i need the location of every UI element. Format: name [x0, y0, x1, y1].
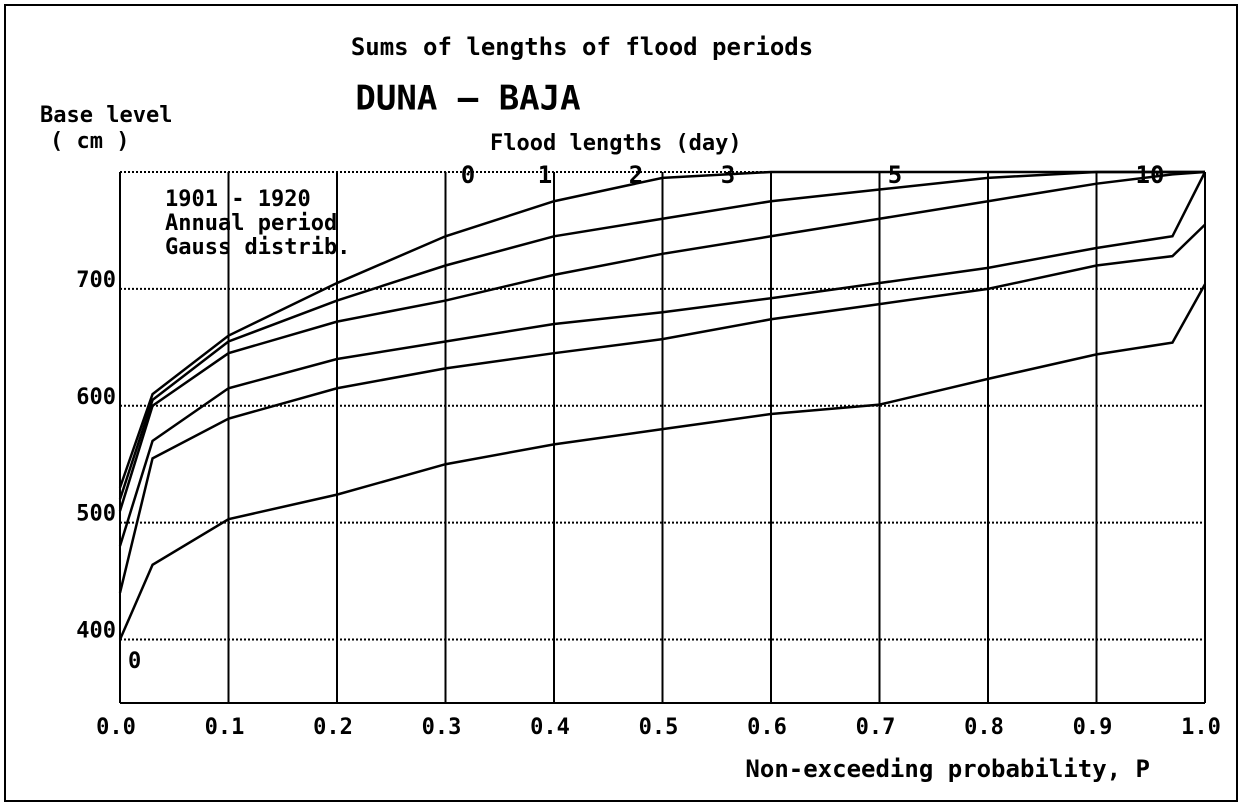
legend-label: 1: [538, 161, 552, 189]
chart-title: Sums of lengths of flood periods: [351, 33, 813, 61]
x-tick-label: 0.2: [313, 715, 353, 740]
y-axis-label: Base level: [40, 103, 172, 128]
legend-label: 5: [888, 161, 902, 189]
annotation: 0: [128, 649, 141, 674]
y-tick-label: 700: [76, 268, 116, 293]
annotation: 1901 - 1920: [165, 187, 311, 212]
x-tick-label: 0.3: [422, 715, 462, 740]
legend-title: Flood lengths (day): [490, 131, 742, 156]
x-tick-label: 0.5: [639, 715, 679, 740]
x-tick-label: 0.9: [1073, 715, 1113, 740]
series-line: [118, 170, 1205, 500]
x-tick-label: 0.0: [96, 715, 136, 740]
x-tick-label: 0.1: [205, 715, 245, 740]
series-line: [118, 170, 1206, 512]
legend-label: 2: [629, 161, 643, 189]
series-line: [118, 283, 1207, 641]
annotation: Gauss distrib.: [165, 235, 350, 260]
x-tick-label: 0.6: [747, 715, 787, 740]
x-tick-label: 0.8: [964, 715, 1004, 740]
series-line: [118, 223, 1206, 594]
frame: [4, 4, 1238, 802]
legend-label: 3: [721, 161, 735, 189]
y-tick-label: 400: [76, 619, 116, 644]
y-tick-label: 500: [76, 502, 116, 527]
series-line: [118, 171, 1207, 547]
x-tick-label: 0.7: [856, 715, 896, 740]
chart-subtitle: DUNA – BAJA: [355, 79, 580, 119]
legend-label: 0: [461, 161, 475, 189]
y-tick-label: 600: [76, 385, 116, 410]
y-axis-label: ( cm ): [50, 129, 129, 154]
annotation: Annual period: [165, 211, 337, 236]
x-axis-label: Non-exceeding probability, P: [745, 755, 1150, 783]
x-tick-label: 0.4: [530, 715, 570, 740]
legend-label: 10: [1136, 161, 1165, 189]
x-tick-label: 1.0: [1181, 715, 1221, 740]
